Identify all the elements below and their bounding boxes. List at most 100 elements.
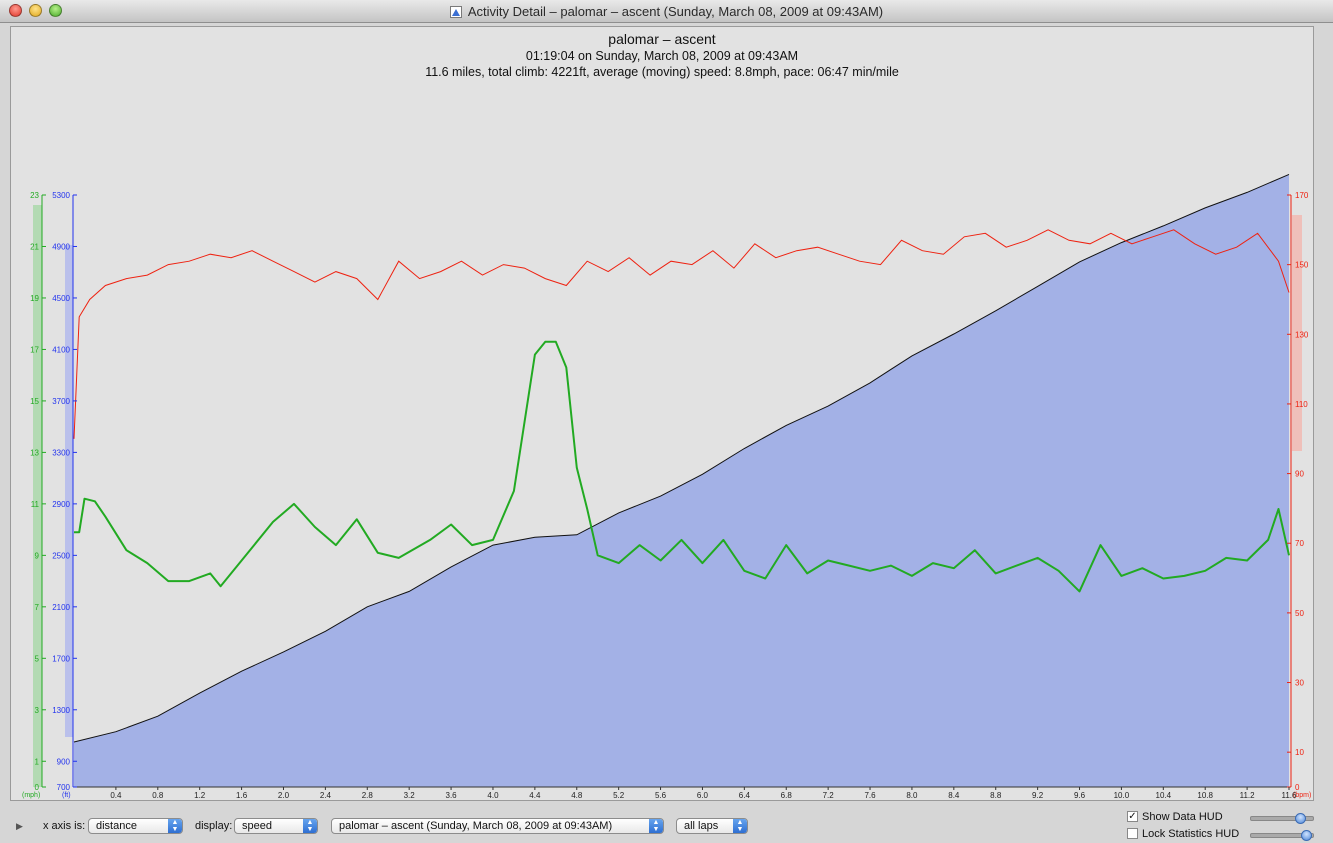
window-title: Activity Detail – palomar – ascent (Sund… — [0, 4, 1333, 19]
x-axis-tick-label: 0.8 — [152, 791, 164, 800]
altitude-axis-tick-label: 2900 — [52, 500, 70, 509]
altitude-axis-tick-label: 2500 — [52, 551, 70, 560]
altitude-axis-tick-label: 4500 — [52, 294, 70, 303]
minimize-button[interactable] — [29, 4, 42, 17]
chart-panel: palomar – ascent 01:19:04 on Sunday, Mar… — [10, 26, 1314, 801]
popup-arrows-icon: ▲ ▼ — [649, 819, 663, 833]
speed-axis-band — [33, 205, 42, 787]
speed-axis-tick-label: 7 — [35, 603, 40, 612]
popup-arrows-icon: ▲ ▼ — [733, 819, 747, 833]
heartrate-axis-tick-label: 0 — [1295, 783, 1300, 792]
x-axis-tick-label: 10.4 — [1156, 791, 1172, 800]
popup-arrows-icon: ▲ ▼ — [303, 819, 317, 833]
lock-stats-hud-checkbox[interactable] — [1127, 828, 1138, 839]
altitude-axis-tick-label: 900 — [57, 757, 71, 766]
speed-axis-tick-label: 21 — [30, 242, 39, 251]
x-axis-tick-label: 3.2 — [404, 791, 416, 800]
altitude-axis-tick-label: 1700 — [52, 654, 70, 663]
heartrate-unit-label: (bpm) — [1293, 792, 1311, 799]
laps-popup-value: all laps — [684, 820, 719, 832]
x-axis-tick-label: 8.0 — [906, 791, 918, 800]
speed-axis-tick-label: 5 — [35, 654, 40, 663]
popup-arrows-icon: ▲ ▼ — [168, 819, 182, 833]
altitude-axis-tick-label: 3700 — [52, 397, 70, 406]
activity-popup[interactable]: palomar – ascent (Sunday, March 08, 2009… — [331, 818, 664, 834]
heartrate-axis-tick-label: 10 — [1295, 748, 1304, 757]
speed-axis-tick-label: 9 — [35, 551, 40, 560]
slider-knob[interactable] — [1295, 813, 1306, 824]
x-axis-tick-label: 7.2 — [823, 791, 835, 800]
altitude-axis-tick-label: 1300 — [52, 706, 70, 715]
x-axis-tick-label: 0.4 — [110, 791, 122, 800]
speed-line — [74, 340, 1290, 593]
speed-unit-label: (mph) — [22, 792, 40, 799]
x-axis-tick-label: 10.0 — [1114, 791, 1130, 800]
activity-plot[interactable]: 0135791113151719212370090013001700210025… — [11, 27, 1313, 800]
chart-subtitle-time: 01:19:04 on Sunday, March 08, 2009 at 09… — [525, 49, 799, 63]
speed-axis-tick-label: 11 — [31, 500, 40, 509]
heartrate-axis-tick-label: 30 — [1295, 679, 1304, 688]
altitude-axis-tick-label: 5300 — [52, 191, 70, 200]
disclosure-triangle-icon[interactable]: ▶ — [16, 821, 23, 831]
stats-hud-opacity-slider[interactable] — [1250, 830, 1314, 841]
x-axis-tick-label: 7.6 — [864, 791, 876, 800]
speed-axis-tick-label: 23 — [30, 191, 39, 200]
x-axis-tick-label: 5.2 — [613, 791, 625, 800]
x-axis-tick-label: 9.2 — [1032, 791, 1044, 800]
close-button[interactable] — [9, 4, 22, 17]
slider-knob[interactable] — [1301, 830, 1312, 841]
heartrate-axis-tick-label: 110 — [1295, 400, 1308, 409]
x-axis-tick-label: 8.4 — [948, 791, 960, 800]
speed-axis-tick-label: 13 — [30, 448, 39, 457]
display-label: display: — [195, 820, 233, 832]
activity-popup-value: palomar – ascent (Sunday, March 08, 2009… — [339, 820, 613, 832]
chart-subtitle-stats: 11.6 miles, total climb: 4221ft, average… — [425, 65, 899, 79]
speed-axis-tick-label: 1 — [35, 757, 40, 766]
heartrate-axis-tick-label: 130 — [1295, 330, 1309, 339]
x-axis-label: x axis is: — [43, 820, 86, 832]
show-data-hud-label: Show Data HUD — [1142, 811, 1223, 823]
heartrate-axis-tick-label: 150 — [1295, 261, 1309, 270]
altitude-axis-tick-label: 4100 — [52, 345, 70, 354]
altitude-axis-tick-label: 700 — [57, 783, 71, 792]
x-axis-tick-label: 6.0 — [697, 791, 709, 800]
display-popup[interactable]: speed ▲ ▼ — [234, 818, 318, 834]
speed-axis-tick-label: 15 — [30, 397, 39, 406]
x-axis-popup[interactable]: distance ▲ ▼ — [88, 818, 183, 834]
x-axis-tick-label: 3.6 — [446, 791, 458, 800]
x-axis-tick-label: 10.8 — [1197, 791, 1213, 800]
altitude-axis-band — [65, 245, 73, 737]
altitude-line — [73, 173, 1290, 743]
x-axis-tick-label: 11.2 — [1240, 791, 1256, 800]
display-popup-value: speed — [242, 820, 272, 832]
x-axis-tick-label: 4.8 — [571, 791, 583, 800]
heartrate-axis-tick-label: 90 — [1295, 470, 1304, 479]
x-axis-popup-value: distance — [96, 820, 137, 832]
heartrate-axis-band — [1292, 215, 1302, 451]
heartrate-line — [73, 229, 1290, 439]
zoom-button[interactable] — [49, 4, 62, 17]
x-axis-tick-label: 2.4 — [320, 791, 332, 800]
x-axis-tick-label: 6.4 — [739, 791, 751, 800]
x-axis-tick-label: 5.6 — [655, 791, 667, 800]
x-axis-tick-label: 9.6 — [1074, 791, 1086, 800]
altitude-axis-tick-label: 3300 — [52, 448, 70, 457]
chart-title: palomar – ascent — [608, 31, 716, 47]
title-bar: Activity Detail – palomar – ascent (Sund… — [0, 0, 1333, 23]
altitude-axis-tick-label: 4900 — [52, 242, 70, 251]
lock-stats-hud-label: Lock Statistics HUD — [1142, 828, 1240, 840]
x-axis-tick-label: 8.8 — [990, 791, 1002, 800]
speed-axis-tick-label: 3 — [35, 706, 40, 715]
laps-popup[interactable]: all laps ▲ ▼ — [676, 818, 748, 834]
show-data-hud-checkbox[interactable]: ✓ — [1127, 811, 1138, 822]
altitude-area — [74, 174, 1289, 787]
heartrate-axis-tick-label: 170 — [1295, 191, 1309, 200]
data-hud-opacity-slider[interactable] — [1250, 813, 1314, 824]
document-icon — [449, 6, 462, 18]
x-axis-tick-label: 4.0 — [487, 791, 499, 800]
heartrate-axis-tick-label: 50 — [1295, 609, 1304, 618]
x-axis-tick-label: 4.4 — [529, 791, 541, 800]
heartrate-axis-tick-label: 70 — [1295, 539, 1304, 548]
speed-axis-tick-label: 19 — [30, 294, 39, 303]
x-axis-tick-label: 6.8 — [781, 791, 793, 800]
